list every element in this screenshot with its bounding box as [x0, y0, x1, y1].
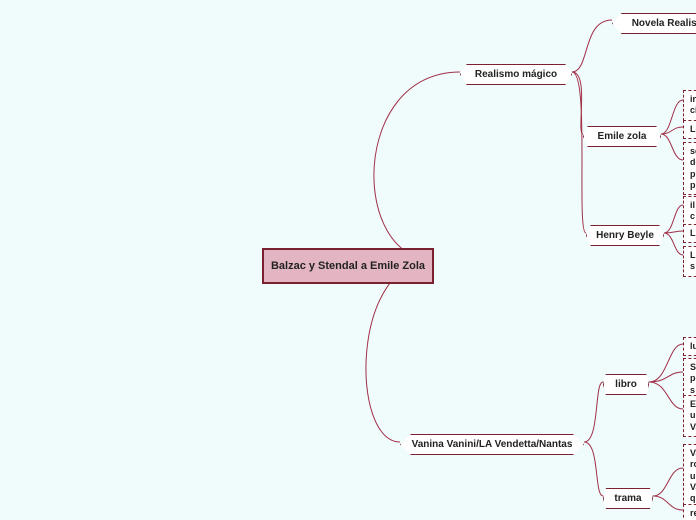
leaf-libro-1[interactable]: lucha	[683, 337, 696, 356]
leaf-emile-2[interactable]: Lo	[683, 120, 696, 139]
node-emile-zola[interactable]: Emile zola	[583, 126, 661, 147]
node-vanina[interactable]: Vanina Vanini/LA Vendetta/Nantas	[400, 434, 584, 455]
leaf-libro-3[interactable]: EstaunioVani	[683, 395, 696, 437]
leaf-henry-2[interactable]: L	[683, 224, 696, 243]
node-henry-beyle[interactable]: Henry Beyle	[586, 225, 664, 246]
leaf-trama-2[interactable]: reb	[683, 504, 696, 520]
leaf-emile-1[interactable]: intcie	[683, 90, 696, 121]
node-libro[interactable]: libro	[603, 374, 649, 395]
leaf-emile-3[interactable]: sedespropro	[683, 142, 696, 195]
leaf-henry-3[interactable]: Ls	[683, 246, 696, 277]
leaf-henry-1[interactable]: ilc	[683, 196, 696, 227]
node-realismo-magico[interactable]: Realismo mágico	[460, 64, 572, 85]
node-novela-realista[interactable]: Novela Realista Francesa	[612, 13, 696, 34]
node-trama[interactable]: trama	[603, 488, 653, 509]
root-node[interactable]: Balzac y Stendal a Emile Zola	[262, 248, 434, 284]
